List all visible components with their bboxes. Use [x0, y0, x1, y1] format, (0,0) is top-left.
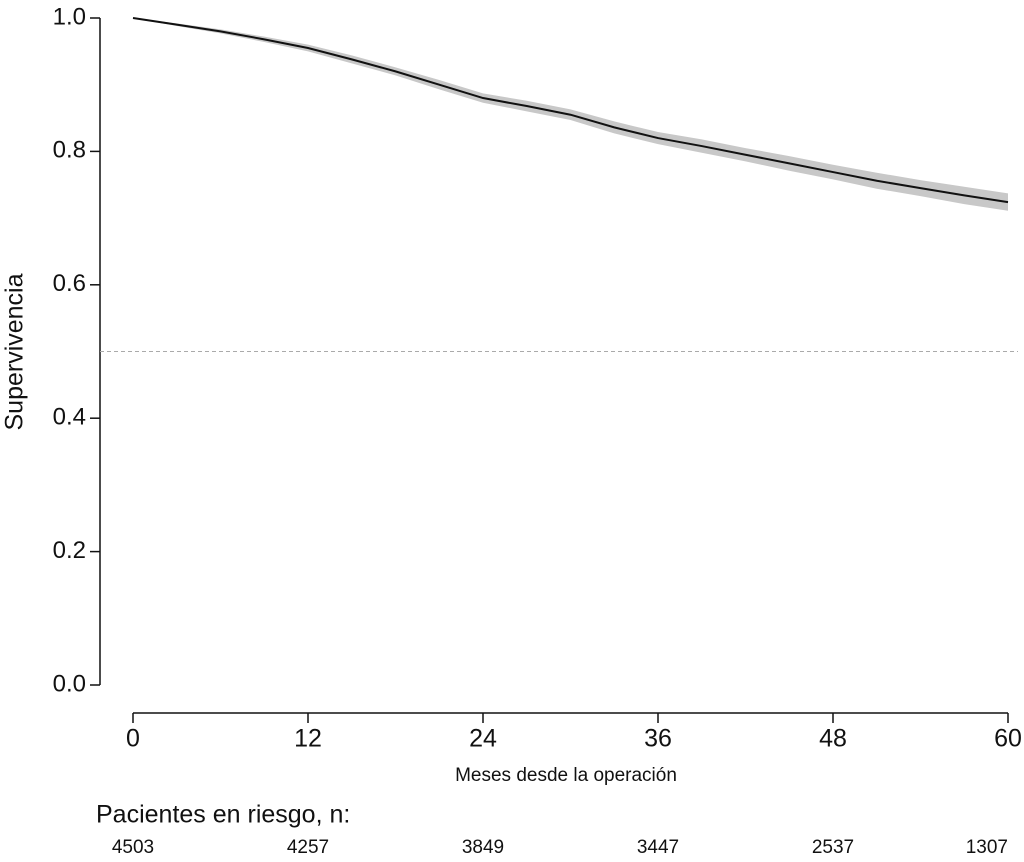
x-tick-label: 0 — [126, 725, 140, 753]
survival-line — [132, 17, 1009, 204]
at-risk-count: 3849 — [462, 837, 504, 858]
y-tick-label: 0.2 — [53, 537, 86, 564]
x-tick-label: 48 — [819, 725, 847, 753]
at-risk-title: Pacientes en riesgo, n: — [96, 801, 350, 829]
at-risk-count: 4503 — [112, 837, 154, 858]
y-tick-label: 1.0 — [53, 3, 86, 30]
y-tick-label: 0.4 — [53, 404, 86, 431]
x-tick-label: 36 — [644, 725, 672, 753]
x-tick-label: 24 — [469, 725, 497, 753]
at-risk-count: 2537 — [812, 837, 854, 858]
at-risk-count: 4257 — [287, 837, 329, 858]
y-axis-title: Supervivencia — [1, 273, 29, 430]
x-tick-label: 60 — [994, 725, 1022, 753]
y-tick-label: 0.0 — [53, 670, 86, 697]
x-axis-title: Meses desde la operación — [455, 765, 677, 786]
at-risk-count: 1307 — [966, 837, 1008, 858]
y-tick-label: 0.8 — [53, 137, 86, 164]
y-tick-label: 0.6 — [53, 270, 86, 297]
x-tick-label: 12 — [294, 725, 322, 753]
at-risk-count: 3447 — [637, 837, 679, 858]
